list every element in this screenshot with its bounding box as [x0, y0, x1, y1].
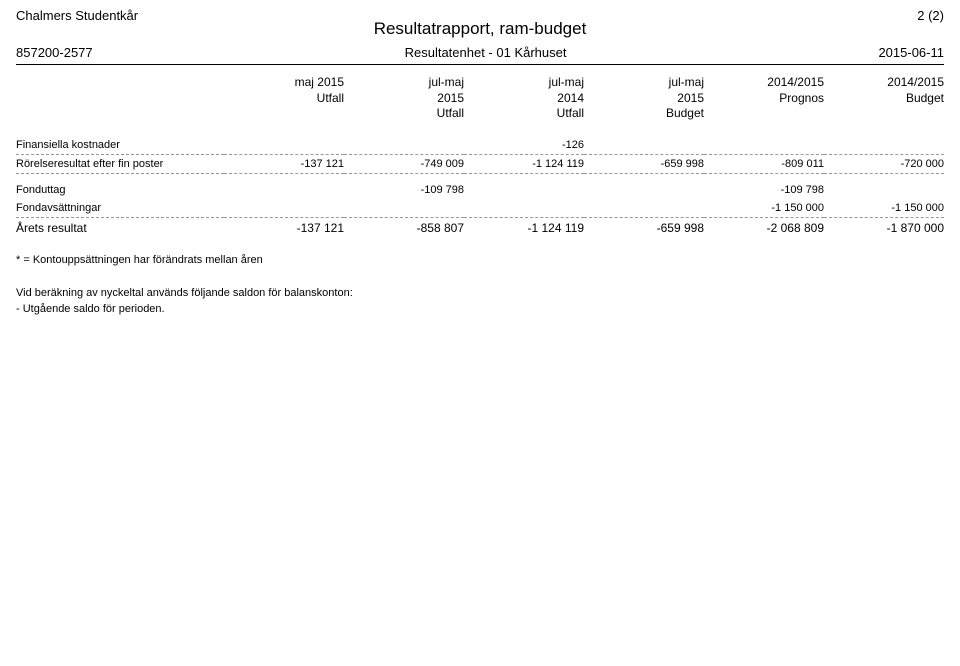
- cell-c6: -1 870 000: [824, 217, 944, 238]
- cell-c2: -858 807: [344, 217, 464, 238]
- cell-label: Rörelseresultat efter fin poster: [16, 154, 224, 173]
- column-header-6: 2014/2015 Budget: [824, 75, 944, 122]
- footnote-3: - Utgående saldo för perioden.: [16, 301, 944, 318]
- col2-line2: 2015: [344, 91, 464, 107]
- col1-line2: Utfall: [224, 91, 344, 107]
- column-header-spacer: [16, 75, 224, 122]
- row-fondavsattningar: Fondavsättningar -1 150 000 -1 150 000: [16, 199, 944, 218]
- cell-c5: [704, 136, 824, 155]
- cell-c1: [224, 199, 344, 218]
- cell-c4: -659 998: [584, 154, 704, 173]
- column-header-2: jul-maj 2015 Utfall: [344, 75, 464, 122]
- cell-c3: [464, 173, 584, 199]
- col4-line2: 2015: [584, 91, 704, 107]
- col3-line2: 2014: [464, 91, 584, 107]
- header-sub: 857200-2577 Resultatenhet - 01 Kårhuset …: [16, 45, 944, 65]
- cell-label: Finansiella kostnader: [16, 136, 224, 155]
- row-fonduttag: Fonduttag -109 798 -109 798: [16, 173, 944, 199]
- org-name: Chalmers Studentkår: [16, 8, 138, 23]
- cell-label: Fondavsättningar: [16, 199, 224, 218]
- cell-c4: [584, 199, 704, 218]
- cell-c4: [584, 136, 704, 155]
- cell-label: Fonduttag: [16, 173, 224, 199]
- cell-c5: -1 150 000: [704, 199, 824, 218]
- row-rorelseresultat: Rörelseresultat efter fin poster -137 12…: [16, 154, 944, 173]
- cell-c2: -109 798: [344, 173, 464, 199]
- cell-c6: [824, 136, 944, 155]
- report-page: Chalmers Studentkår 2 (2) Resultatrappor…: [0, 0, 960, 334]
- org-number: 857200-2577: [16, 45, 93, 60]
- cell-c1: -137 121: [224, 217, 344, 238]
- cell-c3: -126: [464, 136, 584, 155]
- col2-line3: Utfall: [344, 106, 464, 122]
- cell-c6: [824, 173, 944, 199]
- report-table: Finansiella kostnader -126 Rörelseresult…: [16, 136, 944, 238]
- cell-c2: [344, 199, 464, 218]
- col3-line1: jul-maj: [464, 75, 584, 91]
- col6-line1: 2014/2015: [824, 75, 944, 91]
- cell-c5: -109 798: [704, 173, 824, 199]
- col2-line1: jul-maj: [344, 75, 464, 91]
- footnote-1: * = Kontouppsättningen har förändrats me…: [16, 252, 944, 269]
- report-title: Resultatrapport, ram-budget: [16, 19, 944, 39]
- row-finansiella-kostnader: Finansiella kostnader -126: [16, 136, 944, 155]
- col3-line3: Utfall: [464, 106, 584, 122]
- cell-c4: -659 998: [584, 217, 704, 238]
- report-date: 2015-06-11: [878, 45, 944, 60]
- col4-line3: Budget: [584, 106, 704, 122]
- column-headers: maj 2015 Utfall jul-maj 2015 Utfall jul-…: [16, 75, 944, 122]
- cell-c5: -2 068 809: [704, 217, 824, 238]
- column-header-1: maj 2015 Utfall: [224, 75, 344, 122]
- row-arets-resultat: Årets resultat -137 121 -858 807 -1 124 …: [16, 217, 944, 238]
- page-indicator: 2 (2): [917, 8, 944, 23]
- col5-line2: Prognos: [704, 91, 824, 107]
- cell-c6: -720 000: [824, 154, 944, 173]
- cell-c3: [464, 199, 584, 218]
- footnote-2: Vid beräkning av nyckeltal används följa…: [16, 285, 944, 302]
- footnotes: * = Kontouppsättningen har förändrats me…: [16, 252, 944, 318]
- cell-c2: [344, 136, 464, 155]
- result-unit: Resultatenhet - 01 Kårhuset: [93, 45, 879, 60]
- col6-line2: Budget: [824, 91, 944, 107]
- cell-c1: -137 121: [224, 154, 344, 173]
- col5-line1: 2014/2015: [704, 75, 824, 91]
- cell-c3: -1 124 119: [464, 217, 584, 238]
- column-header-5: 2014/2015 Prognos: [704, 75, 824, 122]
- cell-c5: -809 011: [704, 154, 824, 173]
- cell-c2: -749 009: [344, 154, 464, 173]
- cell-c1: [224, 136, 344, 155]
- column-header-4: jul-maj 2015 Budget: [584, 75, 704, 122]
- column-header-3: jul-maj 2014 Utfall: [464, 75, 584, 122]
- col4-line1: jul-maj: [584, 75, 704, 91]
- cell-c3: -1 124 119: [464, 154, 584, 173]
- cell-c4: [584, 173, 704, 199]
- cell-label: Årets resultat: [16, 217, 224, 238]
- cell-c6: -1 150 000: [824, 199, 944, 218]
- cell-c1: [224, 173, 344, 199]
- col1-line1: maj 2015: [224, 75, 344, 91]
